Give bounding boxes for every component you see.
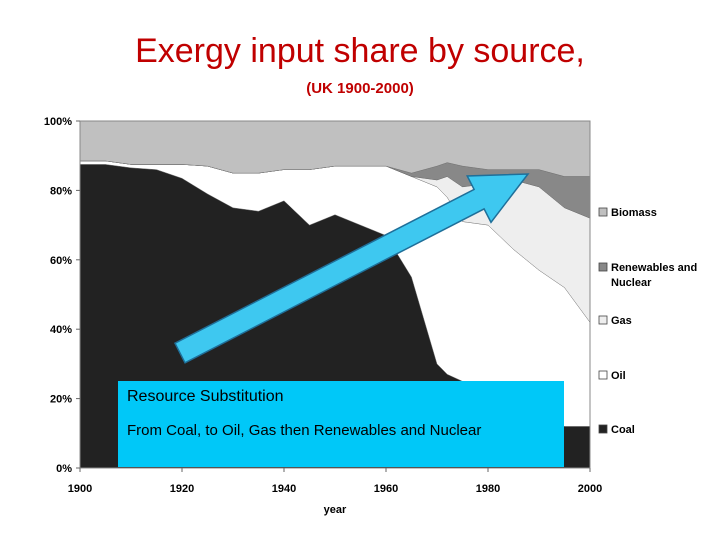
legend-label-coal: Coal xyxy=(611,424,635,436)
legend-label-renewables-and-nuclear: Renewables and Nuclear xyxy=(611,262,697,289)
y-tick-label: 40% xyxy=(50,324,72,336)
legend: Biomass Renewables and Nuclear Gas Oil Coal xyxy=(598,207,697,436)
arrow-shape xyxy=(173,173,530,364)
y-tick-label: 60% xyxy=(50,255,72,267)
y-tick-label: 80% xyxy=(50,185,72,197)
y-tick-label: 100% xyxy=(44,116,72,128)
legend-swatch-coal xyxy=(598,424,608,434)
annotation-box: Resource Substitution From Coal, to Oil,… xyxy=(118,381,564,467)
annotation-body: From Coal, to Oil, Gas then Renewables a… xyxy=(127,422,482,439)
axes: 0% 20% 40% 60% 80% 100% 1900 1920 1940 1960 1980 20… xyxy=(44,116,602,495)
legend-swatch-oil xyxy=(598,370,608,380)
legend-label-oil: Oil xyxy=(611,370,626,382)
x-tick-label: 2000 xyxy=(578,483,602,495)
substitution-arrow xyxy=(173,173,530,364)
y-tick-label: 20% xyxy=(50,394,72,406)
x-tick-label: 1980 xyxy=(476,483,500,495)
plot-frame xyxy=(79,120,591,469)
legend-label-biomass: Biomass xyxy=(611,207,657,219)
x-tick-label: 1920 xyxy=(170,483,194,495)
legend-swatch-renewables-and-nuclear xyxy=(598,262,608,272)
chart-subtitle: (UK 1900-2000) xyxy=(306,80,414,97)
y-tick-label: 0% xyxy=(56,463,72,475)
chart-title: Exergy input share by source, xyxy=(135,32,585,70)
legend-label-gas: Gas xyxy=(611,315,632,327)
annotation-heading: Resource Substitution xyxy=(127,388,284,405)
x-tick-label: 1960 xyxy=(374,483,398,495)
legend-swatch-gas xyxy=(598,315,608,325)
x-tick-label: 1900 xyxy=(68,483,92,495)
x-tick-label: 1940 xyxy=(272,483,296,495)
x-axis-label: year xyxy=(324,504,347,516)
legend-swatch-biomass xyxy=(598,207,608,217)
